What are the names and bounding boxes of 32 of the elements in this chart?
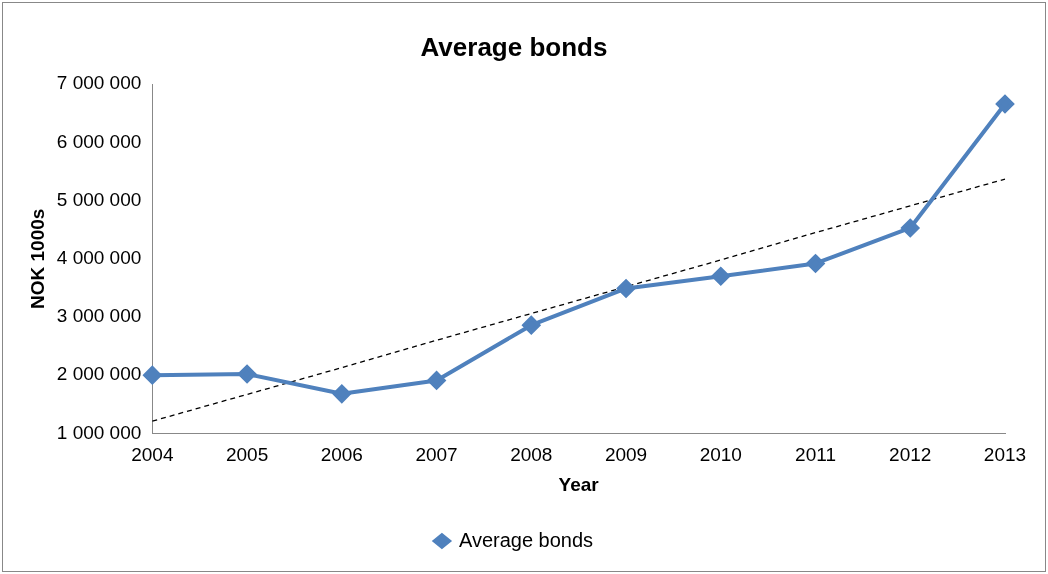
point [143, 366, 162, 385]
point [806, 254, 825, 273]
point [427, 371, 446, 390]
point [996, 94, 1014, 113]
y-tick-label: 4 000 000 [56, 247, 142, 269]
y-tick-label: 3 000 000 [56, 305, 142, 327]
point [332, 384, 351, 403]
y-axis-title: NOK 1000s [26, 208, 48, 309]
x-tick-label: 2012 [889, 444, 932, 466]
point [617, 279, 636, 298]
point [522, 316, 541, 335]
y-tick-label: 1 000 000 [56, 421, 142, 443]
line-series [151, 178, 1006, 422]
x-tick-label: 2013 [983, 444, 1027, 466]
x-tick-label: 2005 [225, 444, 269, 466]
x-tick-label: 2007 [415, 444, 458, 466]
y-tick-label: 5 000 000 [56, 188, 142, 210]
point [238, 365, 257, 384]
legend-label: Average bonds [458, 528, 594, 551]
x-tick-label: 2010 [699, 444, 742, 466]
point [901, 218, 920, 237]
x-axis-title: Year [558, 473, 600, 495]
point [711, 267, 730, 286]
chart-title: Average bonds [420, 31, 608, 62]
x-tick-label: 2009 [604, 444, 648, 466]
x-tick-label: 2008 [510, 444, 553, 466]
y-tick-label: 2 000 000 [56, 363, 142, 385]
x-tick-label: 2004 [131, 444, 174, 466]
y-tick-label: 6 000 000 [56, 130, 142, 152]
x-tick-label: 2006 [320, 444, 363, 466]
x-tick-label: 2011 [795, 444, 836, 466]
y-tick-label: 7 000 000 [56, 72, 142, 94]
